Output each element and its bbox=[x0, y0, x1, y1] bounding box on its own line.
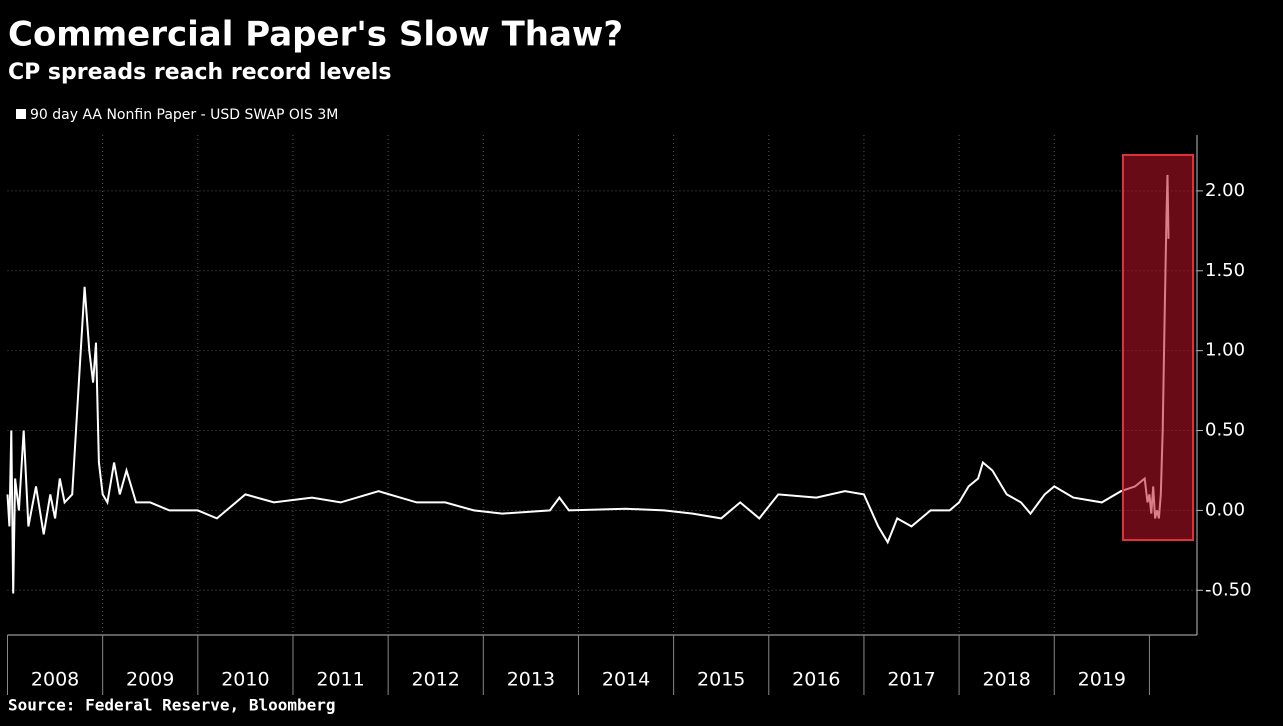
x-tick-label: 2008 bbox=[31, 669, 79, 691]
chart-title: Commercial Paper's Slow Thaw? bbox=[8, 15, 623, 55]
source: Source: Federal Reserve, Bloomberg bbox=[8, 696, 336, 715]
y-tick-label: 2.00 bbox=[1205, 180, 1245, 201]
x-tick-label: 2009 bbox=[126, 669, 174, 691]
y-tick-label: 0.00 bbox=[1205, 499, 1245, 520]
x-tick-label: 2013 bbox=[507, 669, 555, 691]
legend-swatch bbox=[16, 109, 26, 119]
x-tick-label: 2016 bbox=[792, 669, 840, 691]
legend-label: 90 day AA Nonfin Paper - USD SWAP OIS 3M bbox=[30, 107, 338, 123]
plot: -0.50 0.00 0.50 1.00 1.50 2.00 2008 2009 2010 201… bbox=[6, 135, 1252, 695]
x-tick-label: 2017 bbox=[887, 669, 935, 691]
y-tick-label: 1.50 bbox=[1205, 260, 1245, 281]
y-tick-label: 1.00 bbox=[1205, 340, 1245, 361]
x-tick-label: 2015 bbox=[697, 669, 745, 691]
y-tick-label: -0.50 bbox=[1205, 579, 1252, 600]
highlight-box bbox=[1122, 154, 1194, 541]
x-tick-label: 2014 bbox=[602, 669, 650, 691]
x-tick-label: 2018 bbox=[983, 669, 1031, 691]
chart-subtitle: CP spreads reach record levels bbox=[8, 60, 391, 85]
x-tick-label: 2011 bbox=[316, 669, 364, 691]
x-tick-label: 2012 bbox=[412, 669, 460, 691]
x-tick-label: 2019 bbox=[1078, 669, 1126, 691]
y-tick-label: 0.50 bbox=[1205, 420, 1245, 441]
x-tick-label: 2010 bbox=[221, 669, 269, 691]
